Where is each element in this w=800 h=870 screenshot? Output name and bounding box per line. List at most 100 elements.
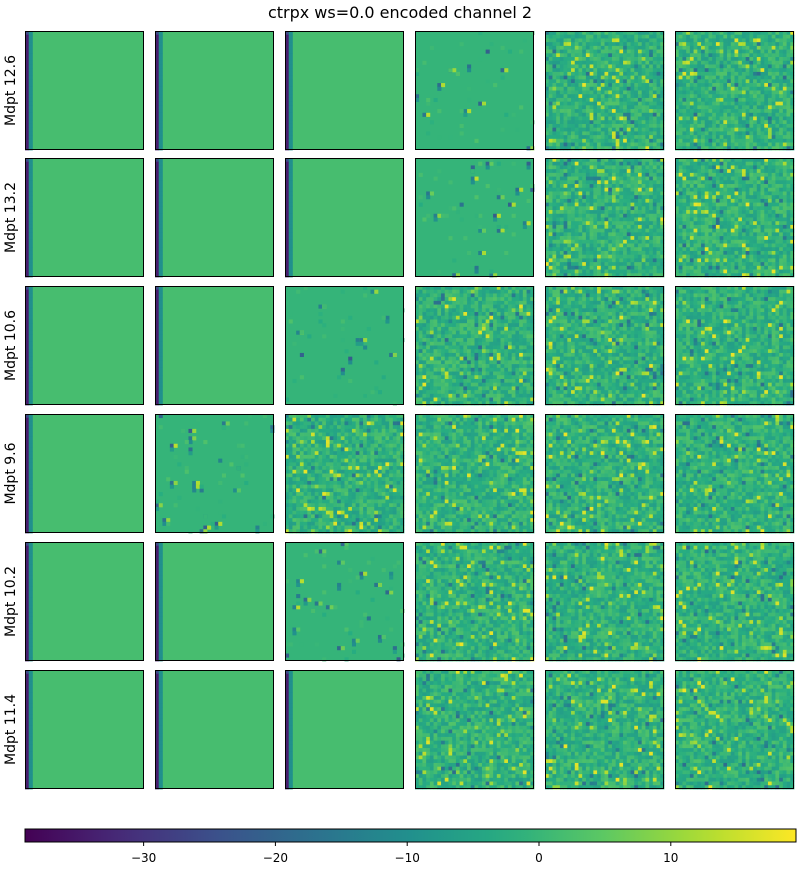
noise-cell bbox=[634, 265, 639, 270]
noise-cell bbox=[760, 38, 765, 43]
edge-cell bbox=[158, 232, 163, 237]
noise-cell bbox=[552, 265, 557, 270]
noise-cell bbox=[760, 236, 765, 241]
noise-cell bbox=[637, 213, 643, 218]
noise-cell bbox=[786, 38, 791, 43]
noise-cell bbox=[615, 105, 620, 110]
noise-cell bbox=[715, 34, 720, 39]
texture-cell bbox=[344, 349, 349, 354]
noise-cell bbox=[678, 221, 683, 226]
noise-cell bbox=[753, 71, 758, 76]
noise-cell bbox=[571, 105, 576, 110]
edge-cell bbox=[158, 397, 163, 402]
noise-cell bbox=[686, 64, 691, 69]
noise-cell bbox=[649, 265, 654, 270]
noise-cell bbox=[782, 232, 787, 237]
edge-cell bbox=[288, 86, 293, 91]
noise-cell bbox=[767, 236, 773, 241]
noise-cell bbox=[559, 224, 564, 230]
noise-cell bbox=[704, 45, 709, 50]
noise-cell bbox=[448, 297, 453, 302]
noise-cell bbox=[771, 187, 776, 192]
noise-cell bbox=[578, 60, 583, 65]
edge-cell bbox=[158, 393, 163, 398]
edge-cell bbox=[155, 382, 160, 387]
noise-cell bbox=[675, 94, 680, 99]
noise-cell bbox=[764, 232, 769, 237]
noise-cell bbox=[712, 273, 717, 278]
noise-cell bbox=[585, 176, 590, 181]
texture-cell bbox=[433, 176, 438, 181]
noise-cell bbox=[749, 60, 754, 65]
noise-cell bbox=[608, 120, 613, 125]
noise-cell bbox=[474, 293, 479, 298]
noise-cell bbox=[637, 57, 643, 62]
noise-cell bbox=[585, 269, 590, 274]
noise-cell bbox=[701, 42, 706, 47]
noise-cell bbox=[764, 198, 769, 203]
noise-cell bbox=[641, 243, 646, 248]
noise-cell bbox=[623, 195, 628, 200]
noise-cell bbox=[548, 38, 553, 43]
noise-cell bbox=[604, 75, 609, 80]
noise-cell bbox=[604, 71, 609, 76]
noise-cell bbox=[660, 161, 665, 166]
noise-cell bbox=[649, 131, 654, 136]
noise-cell bbox=[678, 123, 683, 129]
noise-cell bbox=[782, 262, 787, 267]
noise-cell bbox=[660, 221, 665, 226]
noise-cell bbox=[701, 202, 706, 207]
edge-cell bbox=[28, 254, 33, 259]
noise-cell bbox=[593, 75, 598, 80]
noise-cell bbox=[767, 262, 773, 267]
noise-cell bbox=[634, 53, 639, 58]
noise-cell bbox=[693, 254, 698, 259]
noise-cell bbox=[604, 221, 609, 226]
noise-cell bbox=[775, 45, 780, 50]
noise-cell bbox=[630, 195, 635, 200]
noise-cell bbox=[578, 120, 583, 125]
noise-cell bbox=[615, 213, 620, 218]
noise-cell bbox=[775, 34, 780, 39]
noise-cell bbox=[771, 247, 776, 252]
noise-cell bbox=[779, 120, 784, 125]
edge-cell bbox=[25, 127, 30, 132]
noise-cell bbox=[686, 94, 691, 99]
noise-cell bbox=[749, 217, 754, 222]
edge-cell bbox=[155, 352, 160, 358]
noise-cell bbox=[611, 131, 617, 136]
noise-cell bbox=[623, 217, 628, 222]
noise-cell bbox=[738, 57, 743, 62]
noise-cell bbox=[738, 176, 743, 181]
noise-cell bbox=[615, 187, 620, 192]
edge-cell bbox=[285, 224, 290, 230]
edge-cell bbox=[285, 258, 290, 263]
noise-cell bbox=[749, 258, 754, 263]
noise-cell bbox=[675, 236, 680, 241]
noise-cell bbox=[689, 262, 694, 267]
noise-cell bbox=[701, 243, 706, 248]
edge-cell bbox=[155, 165, 160, 170]
noise-cell bbox=[738, 187, 743, 192]
edge-cell bbox=[155, 86, 160, 91]
noise-cell bbox=[578, 49, 583, 54]
noise-cell bbox=[723, 101, 728, 106]
noise-cell bbox=[593, 184, 598, 189]
texture-cell bbox=[303, 286, 308, 291]
anomaly-cell bbox=[474, 265, 479, 270]
texture-cell bbox=[418, 195, 423, 200]
noise-cell bbox=[567, 42, 572, 47]
noise-cell bbox=[615, 184, 620, 189]
noise-cell bbox=[582, 105, 587, 110]
noise-cell bbox=[749, 127, 754, 132]
noise-cell bbox=[678, 184, 683, 189]
texture-cell bbox=[489, 42, 494, 47]
noise-cell bbox=[559, 165, 564, 170]
noise-cell bbox=[779, 60, 784, 65]
noise-cell bbox=[779, 202, 784, 207]
noise-cell bbox=[637, 142, 643, 147]
edge-cell bbox=[158, 382, 163, 387]
noise-cell bbox=[719, 262, 724, 267]
panel-r1-c1 bbox=[25, 31, 144, 151]
noise-cell bbox=[686, 101, 691, 106]
